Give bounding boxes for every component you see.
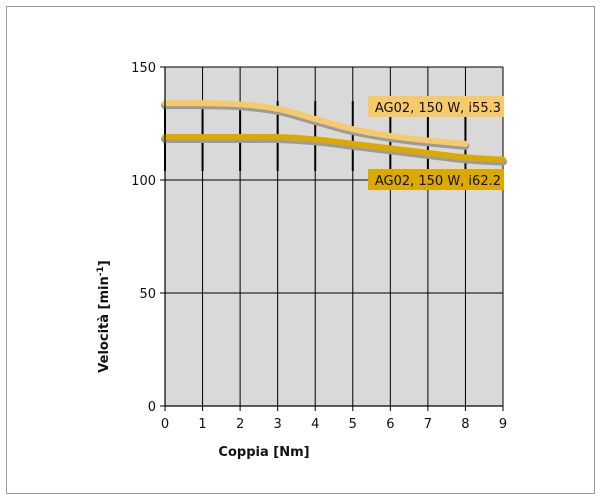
y-axis-label: Velocità [min-1] <box>96 260 112 372</box>
y-tick-label: 50 <box>139 287 156 302</box>
series-label-2: AG02, 150 W, i62.2 <box>375 174 501 189</box>
series-line-1 <box>162 100 469 147</box>
x-tick-label: 9 <box>499 417 507 432</box>
y-tick-label: 150 <box>131 61 156 76</box>
series-line-2 <box>162 133 506 163</box>
x-tick-label: 4 <box>311 417 319 432</box>
x-tick-label: 1 <box>198 417 206 432</box>
y-tick-label: 0 <box>148 400 156 415</box>
axes: 0 1 2 3 4 5 6 7 8 9 0 50 100 150 <box>131 61 507 432</box>
x-tick-label: 2 <box>236 417 244 432</box>
series-labels: AG02, 150 W, i55.3 AG02, 150 W, i62.2 <box>368 96 504 190</box>
x-tick-label: 5 <box>349 417 357 432</box>
series-label-bg-1 <box>368 96 504 117</box>
plot-area <box>165 67 503 406</box>
x-axis-label: Coppia [Nm] <box>218 445 309 460</box>
series-lines <box>161 100 507 166</box>
series-label-1: AG02, 150 W, i55.3 <box>375 101 501 116</box>
x-tick-label: 7 <box>424 417 432 432</box>
x-tick-label: 8 <box>461 417 469 432</box>
x-tick-label: 3 <box>274 417 282 432</box>
series-label-bg-2 <box>368 169 504 190</box>
y-tick-label: 100 <box>131 174 156 189</box>
x-tick-label: 0 <box>161 417 169 432</box>
x-tick-label: 6 <box>386 417 394 432</box>
